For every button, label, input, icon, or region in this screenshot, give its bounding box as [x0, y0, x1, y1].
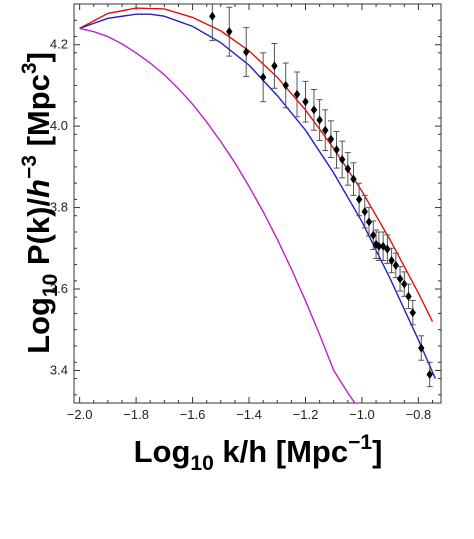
axis-ticks	[74, 4, 441, 403]
model-curve	[79, 13, 437, 379]
y-axis-title-end: ]	[21, 52, 56, 62]
x-axis-title-sub: 10	[190, 452, 213, 475]
y-tick-label: 4.2	[50, 37, 68, 52]
data-point	[384, 244, 391, 254]
data-point	[293, 89, 301, 99]
data-point	[370, 230, 377, 240]
data-point	[259, 72, 267, 82]
x-tick-label: −1.8	[123, 407, 149, 422]
x-tick-label: −0.8	[406, 407, 432, 422]
x-tick-label: −1.6	[180, 407, 206, 422]
y-axis-title-sub: 10	[39, 274, 62, 297]
data-point	[271, 61, 278, 71]
y-tick-label: 3.4	[50, 362, 68, 377]
data-point	[226, 27, 233, 37]
data-point	[350, 174, 357, 184]
data-point	[426, 370, 433, 379]
data-point	[209, 11, 216, 21]
x-tick-label: −2.0	[67, 407, 93, 422]
y-tick-labels: 3.4 3.6 3.8 4.0 4.2	[50, 37, 68, 378]
model-curve	[79, 7, 434, 322]
model-curves	[79, 7, 437, 403]
data-point	[396, 274, 404, 284]
x-tick-label: −1.2	[293, 407, 319, 422]
data-point	[405, 291, 412, 301]
x-tick-labels: −2.0 −1.8 −1.6 −1.4 −1.2 −1.0 −0.8	[67, 407, 431, 422]
y-tick-label: 3.8	[50, 200, 68, 215]
y-axis-title-main: Log	[21, 297, 56, 354]
x-axis-title-sup: −1	[348, 431, 372, 454]
data-point	[361, 207, 368, 217]
data-point	[338, 155, 346, 165]
data-point	[375, 241, 383, 251]
data-point	[344, 164, 352, 174]
data-point	[302, 97, 309, 107]
data-point	[409, 308, 416, 318]
y-tick-label: 3.6	[50, 281, 68, 296]
data-point	[333, 145, 340, 155]
x-axis-title-rest: k/h [Mpc	[214, 434, 348, 469]
data-point	[392, 260, 400, 270]
data-point	[243, 47, 250, 57]
data-point	[327, 134, 335, 144]
data-point	[365, 217, 373, 227]
data-point	[316, 115, 323, 125]
x-axis-title-end: ]	[372, 434, 382, 469]
x-tick-label: −1.0	[349, 407, 375, 422]
y-axis-title-sup2: 3	[18, 62, 41, 74]
data-point	[322, 125, 329, 135]
plot-frame	[73, 3, 442, 404]
y-axis-title-mid2: [Mpc	[21, 74, 56, 155]
x-axis-title-main: Log	[134, 434, 191, 469]
data-point	[355, 194, 363, 204]
y-axis-title: Log10 P(k)/h−3 [Mpc3]	[18, 52, 62, 354]
y-axis-title-mid1: P(k)/	[21, 198, 56, 274]
y-axis-title-h: h	[21, 179, 56, 198]
data-point	[282, 80, 289, 90]
model-curve	[79, 27, 356, 403]
data-point	[388, 256, 395, 265]
x-axis-title: Log10 k/h [Mpc−1]	[134, 431, 383, 475]
data-point	[418, 343, 425, 353]
x-tick-label: −1.4	[236, 407, 262, 422]
data-point	[401, 279, 408, 289]
data-point	[310, 105, 318, 115]
y-tick-label: 4.0	[50, 118, 68, 133]
y-axis-title-sup1: −3	[18, 155, 41, 179]
data-points	[209, 4, 433, 388]
